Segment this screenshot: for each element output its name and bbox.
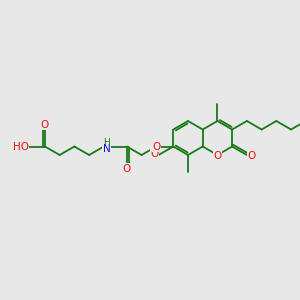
Text: O: O: [213, 151, 222, 161]
Text: O: O: [248, 151, 256, 161]
Text: O: O: [41, 119, 49, 130]
Text: O: O: [152, 142, 160, 152]
Text: HO: HO: [13, 142, 29, 152]
Text: N: N: [103, 145, 111, 154]
Text: O: O: [123, 164, 131, 173]
Text: H: H: [103, 138, 110, 147]
Text: O: O: [150, 149, 159, 159]
